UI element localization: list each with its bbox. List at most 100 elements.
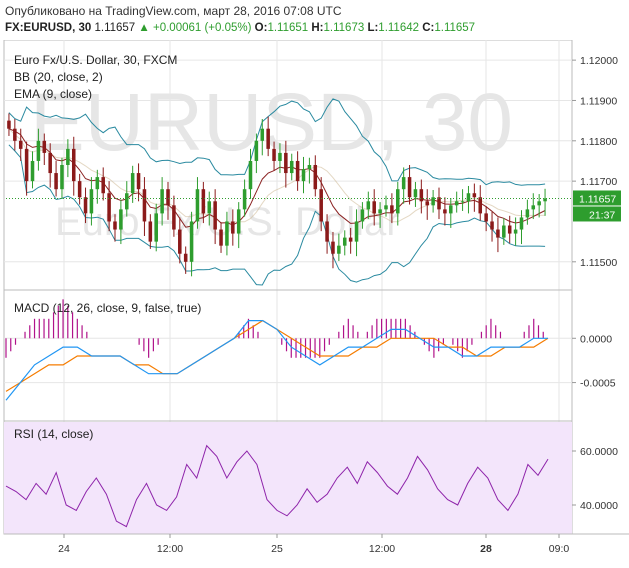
candle-body — [449, 205, 453, 214]
time-tick-label: 12:00 — [157, 543, 183, 555]
time-tick-label: 28 — [480, 543, 492, 555]
candle — [236, 202, 241, 249]
candle-body — [136, 173, 141, 190]
candle — [325, 214, 329, 254]
rsi-line — [5, 444, 549, 528]
macd-pane[interactable] — [5, 299, 549, 401]
candle — [101, 167, 105, 201]
candle-body — [107, 193, 111, 222]
high-label: H: — [311, 22, 324, 34]
price-tick-label: 1.12000 — [580, 55, 618, 67]
candle — [42, 133, 47, 165]
candle-body — [266, 128, 270, 149]
candle — [478, 185, 483, 221]
macd-tick-label: -0.0005 — [580, 378, 616, 390]
candle — [513, 217, 518, 246]
candle — [225, 211, 229, 256]
time-scale[interactable]: 24 12:00 25 12:00 28 09:0 — [4, 533, 629, 555]
ema-indicator-label: EMA (9, close) — [14, 87, 92, 101]
candle — [260, 119, 265, 156]
candle-body — [301, 169, 306, 182]
candle-body — [119, 209, 123, 230]
candle — [519, 210, 524, 245]
candle-body — [378, 209, 382, 214]
candle-body — [543, 198, 547, 202]
candle — [242, 179, 247, 217]
up-arrow-icon: ▲ — [138, 22, 150, 34]
price-pane[interactable] — [6, 98, 572, 286]
candle — [231, 209, 235, 246]
candle — [13, 119, 17, 151]
candle — [449, 198, 453, 228]
price-scale[interactable]: 1.12000 1.11900 1.11800 1.11700 1.11500 0.000… — [572, 55, 621, 512]
candle — [30, 151, 35, 189]
candle — [425, 189, 429, 220]
candle — [378, 202, 382, 228]
candle-body — [36, 140, 41, 161]
candle-body — [342, 237, 347, 246]
candle-body — [413, 189, 418, 198]
candle-body — [89, 189, 94, 214]
candle-body — [24, 148, 29, 182]
candle — [431, 190, 435, 213]
candle-body — [83, 197, 88, 214]
candle — [119, 199, 123, 245]
candle — [390, 193, 394, 224]
trading-chart[interactable]: EURUSD, 30 Euro Fx/U.S. Dollar Euro Fx/U… — [0, 40, 629, 568]
candle-body — [348, 237, 353, 242]
candle-body — [213, 201, 217, 230]
candle — [496, 217, 500, 253]
candle — [531, 193, 536, 220]
price-tick-label: 1.11900 — [580, 95, 617, 107]
price-tick-label: 1.11500 — [580, 257, 617, 269]
candle — [419, 179, 424, 214]
candle-body — [484, 213, 488, 222]
close-value: 1.11657 — [434, 22, 476, 34]
candle-body — [254, 140, 259, 161]
candle — [18, 128, 23, 161]
candle-body — [77, 181, 82, 198]
candle — [54, 160, 58, 197]
candle — [443, 197, 447, 226]
candle — [360, 202, 365, 229]
candle-body — [225, 221, 229, 246]
candle — [89, 177, 94, 226]
candle — [36, 128, 41, 171]
candle-body — [360, 209, 365, 222]
candle-body — [95, 177, 100, 190]
candle-body — [201, 189, 206, 214]
candle — [160, 177, 164, 226]
candle — [502, 218, 506, 245]
candle-body — [396, 189, 400, 214]
candle — [384, 195, 388, 217]
candle — [178, 217, 182, 264]
candle — [83, 187, 88, 224]
candle — [396, 181, 400, 226]
candle-body — [443, 209, 447, 214]
time-tick-label: 24 — [58, 543, 70, 555]
candle — [142, 177, 147, 236]
candle — [266, 116, 270, 157]
candle-body — [431, 197, 435, 206]
candle — [77, 173, 82, 205]
open-label: O: — [254, 22, 268, 34]
macd-pane-title: MACD (12, 26, close, 9, false, true) — [14, 301, 201, 315]
candle-body — [183, 253, 188, 262]
candle-body — [272, 148, 276, 161]
published-note: Опубликовано на TradingView.com, март 28… — [5, 4, 342, 18]
candle — [95, 169, 100, 204]
macd-tick-label: 0.0000 — [580, 333, 612, 345]
candle — [437, 187, 441, 220]
rsi-pane[interactable] — [5, 444, 549, 528]
candle-body — [260, 128, 265, 141]
candle-body — [207, 201, 212, 214]
candle — [154, 203, 158, 252]
price-change: +0.00061 (+0.05%) — [153, 22, 252, 34]
bb-indicator-label: BB (20, close, 2) — [14, 70, 103, 84]
candle — [24, 141, 29, 196]
candle — [413, 181, 418, 207]
candle — [460, 189, 465, 211]
candle — [342, 230, 347, 256]
candle — [248, 148, 253, 199]
candle — [490, 211, 494, 242]
